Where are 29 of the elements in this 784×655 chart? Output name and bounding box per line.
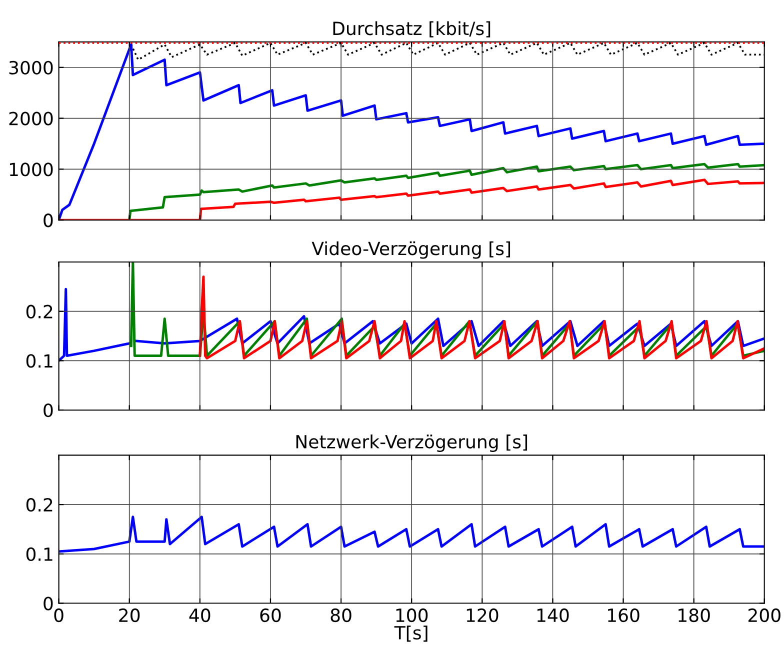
x-tick-label: 100 (396, 608, 428, 622)
x-tick-label: 60 (260, 608, 281, 622)
x-tick-label: 40 (189, 608, 210, 622)
y-tick-label: 0 (44, 403, 53, 418)
x-tick-label: 200 (748, 608, 780, 622)
x-tick-label: 140 (537, 608, 569, 622)
line-series (58, 516, 764, 553)
y-tick-label: 0.2 (26, 498, 52, 512)
x-axis-title: T[s] (394, 626, 428, 642)
line-series (198, 276, 764, 360)
y-tick-label: 2000 (9, 112, 53, 126)
line-series (128, 162, 764, 220)
y-tick-label: 0.1 (26, 547, 52, 562)
y-tick-label: 0.2 (26, 304, 52, 318)
line-series (58, 43, 764, 220)
y-tick-label: 0 (44, 214, 53, 228)
x-tick-label: 0 (54, 608, 64, 622)
chart-title: Netzwerk-Verzögerung [s] (296, 434, 528, 452)
y-tick-label: 1000 (10, 162, 53, 176)
x-tick-label: 180 (678, 608, 710, 622)
y-tick-label: 3000 (9, 60, 53, 74)
x-tick-label: 80 (330, 608, 352, 622)
y-tick-label: 0 (44, 596, 53, 610)
y-tick-label: 0.1 (26, 354, 52, 368)
chart-title: Video-Verzögerung [s] (312, 241, 510, 259)
x-tick-label: 160 (608, 608, 640, 622)
x-tick-label: 20 (119, 608, 140, 622)
x-tick-label: 120 (466, 608, 498, 622)
chart-title: Durchsatz [kbit/s] (333, 21, 490, 38)
